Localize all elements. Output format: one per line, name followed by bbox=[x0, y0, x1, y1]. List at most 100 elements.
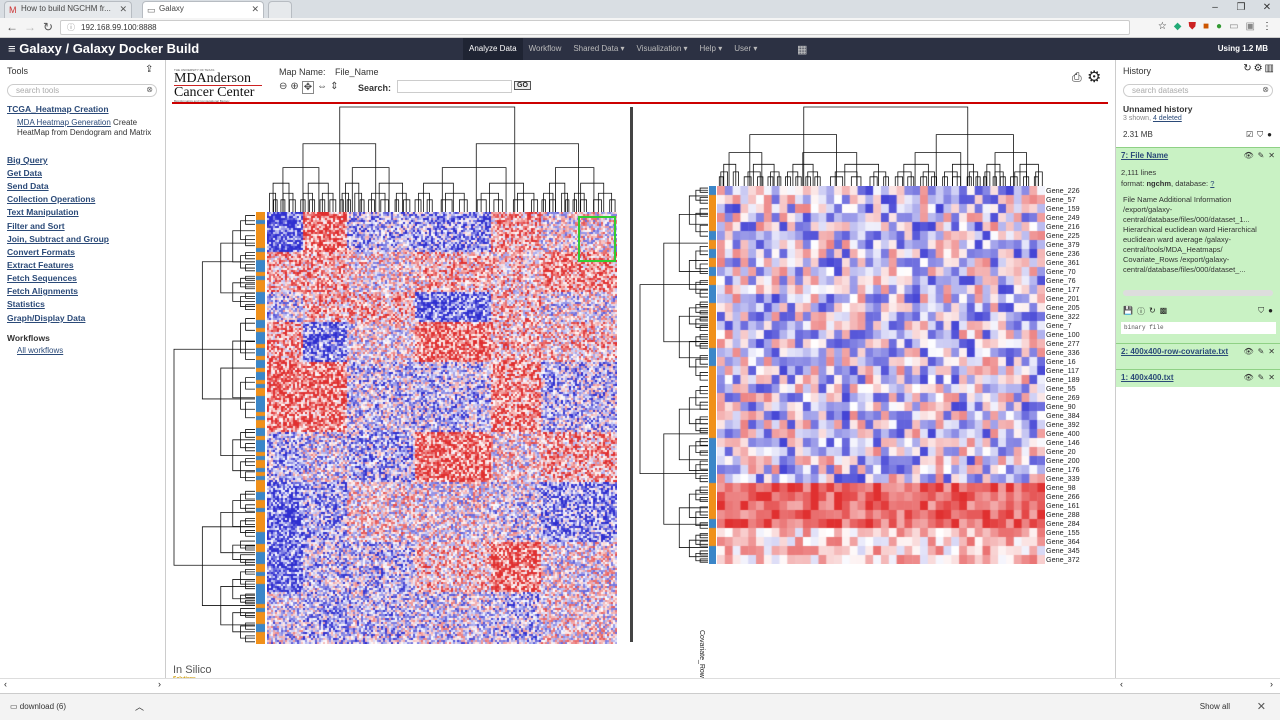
gene-label[interactable]: Gene_269 bbox=[1046, 393, 1080, 402]
nav-user[interactable]: User ▾ bbox=[734, 44, 758, 53]
gear-icon[interactable]: ⚙ bbox=[1087, 69, 1102, 86]
tool-section-fetch-sequences[interactable]: Fetch Sequences bbox=[7, 273, 77, 283]
gene-label[interactable]: Gene_161 bbox=[1046, 501, 1080, 510]
gene-label[interactable]: Gene_400 bbox=[1046, 429, 1080, 438]
extension-icon[interactable]: ● bbox=[1216, 21, 1223, 32]
bookmark-star-icon[interactable]: ☆ bbox=[1157, 21, 1167, 32]
dataset-7-title[interactable]: 7: File Name bbox=[1121, 151, 1169, 160]
gene-label[interactable]: Gene_55 bbox=[1046, 384, 1076, 393]
nav-visualization[interactable]: Visualization ▾ bbox=[636, 44, 688, 53]
gene-label[interactable]: Gene_90 bbox=[1046, 402, 1076, 411]
new-tab-button[interactable] bbox=[268, 1, 292, 18]
gene-label[interactable]: Gene_76 bbox=[1046, 276, 1076, 285]
back-icon[interactable]: ← bbox=[6, 20, 18, 34]
gene-label[interactable]: Gene_225 bbox=[1046, 231, 1080, 240]
scroll-left-icon[interactable]: ‹ bbox=[1120, 679, 1123, 689]
gene-label[interactable]: Gene_189 bbox=[1046, 375, 1080, 384]
tool-section-fetch-alignments[interactable]: Fetch Alignments bbox=[7, 286, 78, 296]
delete-icon[interactable]: ✕ bbox=[1268, 373, 1275, 382]
gene-label[interactable]: Gene_176 bbox=[1046, 465, 1080, 474]
close-icon[interactable]: ✕ bbox=[1256, 701, 1266, 713]
extension-icon[interactable]: ■ bbox=[1203, 21, 1210, 32]
tag-icon[interactable]: ⛉ bbox=[1257, 130, 1264, 139]
gene-label[interactable]: Gene_155 bbox=[1046, 528, 1080, 537]
eye-icon[interactable]: 👁 bbox=[1243, 151, 1254, 160]
download-item[interactable]: ▭ download (6) bbox=[10, 702, 66, 711]
maximize-icon[interactable]: ❐ bbox=[1236, 2, 1246, 13]
history-search-input[interactable]: search datasets ⊗ bbox=[1123, 84, 1273, 97]
eye-icon[interactable]: 👁 bbox=[1243, 373, 1254, 382]
gene-label[interactable]: Gene_236 bbox=[1046, 249, 1080, 258]
nav-shared-data[interactable]: Shared Data ▾ bbox=[573, 44, 625, 53]
browser-tab-ngchm[interactable]: M How to build NGCHM fr... ✕ bbox=[4, 1, 132, 18]
full-view-icon[interactable]: ✥ bbox=[301, 81, 315, 94]
gene-label[interactable]: Gene_284 bbox=[1046, 519, 1080, 528]
go-button[interactable]: GO bbox=[514, 81, 531, 90]
delete-icon[interactable]: ✕ bbox=[1268, 347, 1275, 356]
gene-label[interactable]: Gene_159 bbox=[1046, 204, 1080, 213]
forward-icon[interactable]: → bbox=[24, 20, 36, 34]
gene-label[interactable]: Gene_177 bbox=[1046, 285, 1080, 294]
pencil-icon[interactable]: ✎ bbox=[1257, 347, 1265, 356]
gene-label[interactable]: Gene_205 bbox=[1046, 303, 1080, 312]
cast-icon[interactable]: ▭ bbox=[1229, 21, 1239, 32]
dataset-2-title[interactable]: 2: 400x400-row-covariate.txt bbox=[1121, 347, 1229, 356]
db-value[interactable]: ? bbox=[1210, 179, 1215, 188]
gene-label[interactable]: Gene_372 bbox=[1046, 555, 1080, 564]
extension-icon[interactable]: ▣ bbox=[1245, 21, 1255, 32]
reload-icon[interactable]: ↻ bbox=[43, 20, 54, 34]
menu-icon[interactable]: ⋮ bbox=[1262, 21, 1272, 32]
gene-label[interactable]: Gene_200 bbox=[1046, 456, 1080, 465]
save-icon[interactable]: 💾 bbox=[1123, 306, 1133, 315]
tag-icon[interactable]: ⛉ bbox=[1258, 306, 1265, 315]
heatmap-tool-link[interactable]: MDA Heatmap Generation bbox=[17, 118, 111, 127]
pencil-icon[interactable]: ✎ bbox=[1257, 373, 1265, 382]
tool-section-send-data[interactable]: Send Data bbox=[7, 181, 49, 191]
gene-label[interactable]: Gene_336 bbox=[1046, 348, 1080, 357]
galaxy-brand[interactable]: ≡ Galaxy / Galaxy Docker Build bbox=[8, 41, 199, 56]
dataset-1-title[interactable]: 1: 400x400.txt bbox=[1121, 373, 1174, 382]
shield-icon[interactable]: ⛊ bbox=[1188, 21, 1197, 32]
zoom-in-icon[interactable]: ⊕ bbox=[290, 81, 299, 92]
close-tab-icon[interactable]: ✕ bbox=[251, 4, 259, 14]
bottom-scrollbar[interactable]: ‹ › ‹ › bbox=[0, 678, 1280, 690]
tool-section-extract-features[interactable]: Extract Features bbox=[7, 260, 74, 270]
rerun-icon[interactable]: ↻ bbox=[1148, 306, 1156, 315]
print-icon[interactable]: ⎙ bbox=[1072, 70, 1082, 84]
tool-section-filter-sort[interactable]: Filter and Sort bbox=[7, 221, 65, 231]
gene-label[interactable]: Gene_226 bbox=[1046, 186, 1080, 195]
gene-label[interactable]: Gene_98 bbox=[1046, 483, 1076, 492]
history-name[interactable]: Unnamed history bbox=[1123, 104, 1193, 114]
show-all-link[interactable]: Show all bbox=[1199, 702, 1230, 711]
gene-label[interactable]: Gene_249 bbox=[1046, 213, 1080, 222]
selection-box[interactable] bbox=[578, 216, 616, 262]
gene-label[interactable]: Gene_70 bbox=[1046, 267, 1076, 276]
dataset-1[interactable]: 1: 400x400.txt 👁 ✎ ✕ bbox=[1116, 369, 1280, 387]
gene-label[interactable]: Gene_384 bbox=[1046, 411, 1080, 420]
gene-label[interactable]: Gene_322 bbox=[1046, 312, 1080, 321]
all-workflows-link[interactable]: All workflows bbox=[17, 346, 64, 355]
gene-label[interactable]: Gene_20 bbox=[1046, 447, 1076, 456]
gene-label[interactable]: Gene_339 bbox=[1046, 474, 1080, 483]
eye-icon[interactable]: 👁 bbox=[1243, 347, 1254, 356]
tool-section-graph-display[interactable]: Graph/Display Data bbox=[7, 313, 86, 323]
gene-label[interactable]: Gene_57 bbox=[1046, 195, 1076, 204]
tool-section-statistics[interactable]: Statistics bbox=[7, 299, 45, 309]
tool-section-convert-formats[interactable]: Convert Formats bbox=[7, 247, 76, 257]
gene-label[interactable]: Gene_288 bbox=[1046, 510, 1080, 519]
url-input[interactable]: ⓘ 192.168.99.100:8888 bbox=[60, 20, 1130, 35]
map-search-input[interactable] bbox=[397, 80, 512, 93]
zoom-out-icon[interactable]: ⊖ bbox=[279, 81, 288, 92]
horizontal-zoom-icon[interactable]: ⇔ bbox=[317, 81, 328, 92]
summary-heatmap[interactable] bbox=[267, 212, 617, 644]
comment-icon[interactable]: ● bbox=[1268, 306, 1273, 315]
gene-label[interactable]: Gene_392 bbox=[1046, 420, 1080, 429]
info-icon[interactable]: ⓘ bbox=[1136, 307, 1145, 316]
pencil-icon[interactable]: ✎ bbox=[1257, 151, 1265, 160]
upload-icon[interactable]: ⇪ bbox=[145, 64, 154, 75]
check-icon[interactable]: ☑ bbox=[1245, 130, 1254, 139]
refresh-icon[interactable]: ↻ bbox=[1243, 63, 1252, 74]
close-window-icon[interactable]: ✕ bbox=[1262, 2, 1272, 13]
page-info-icon[interactable]: ⓘ bbox=[67, 23, 75, 32]
scroll-right-icon[interactable]: › bbox=[158, 679, 161, 689]
